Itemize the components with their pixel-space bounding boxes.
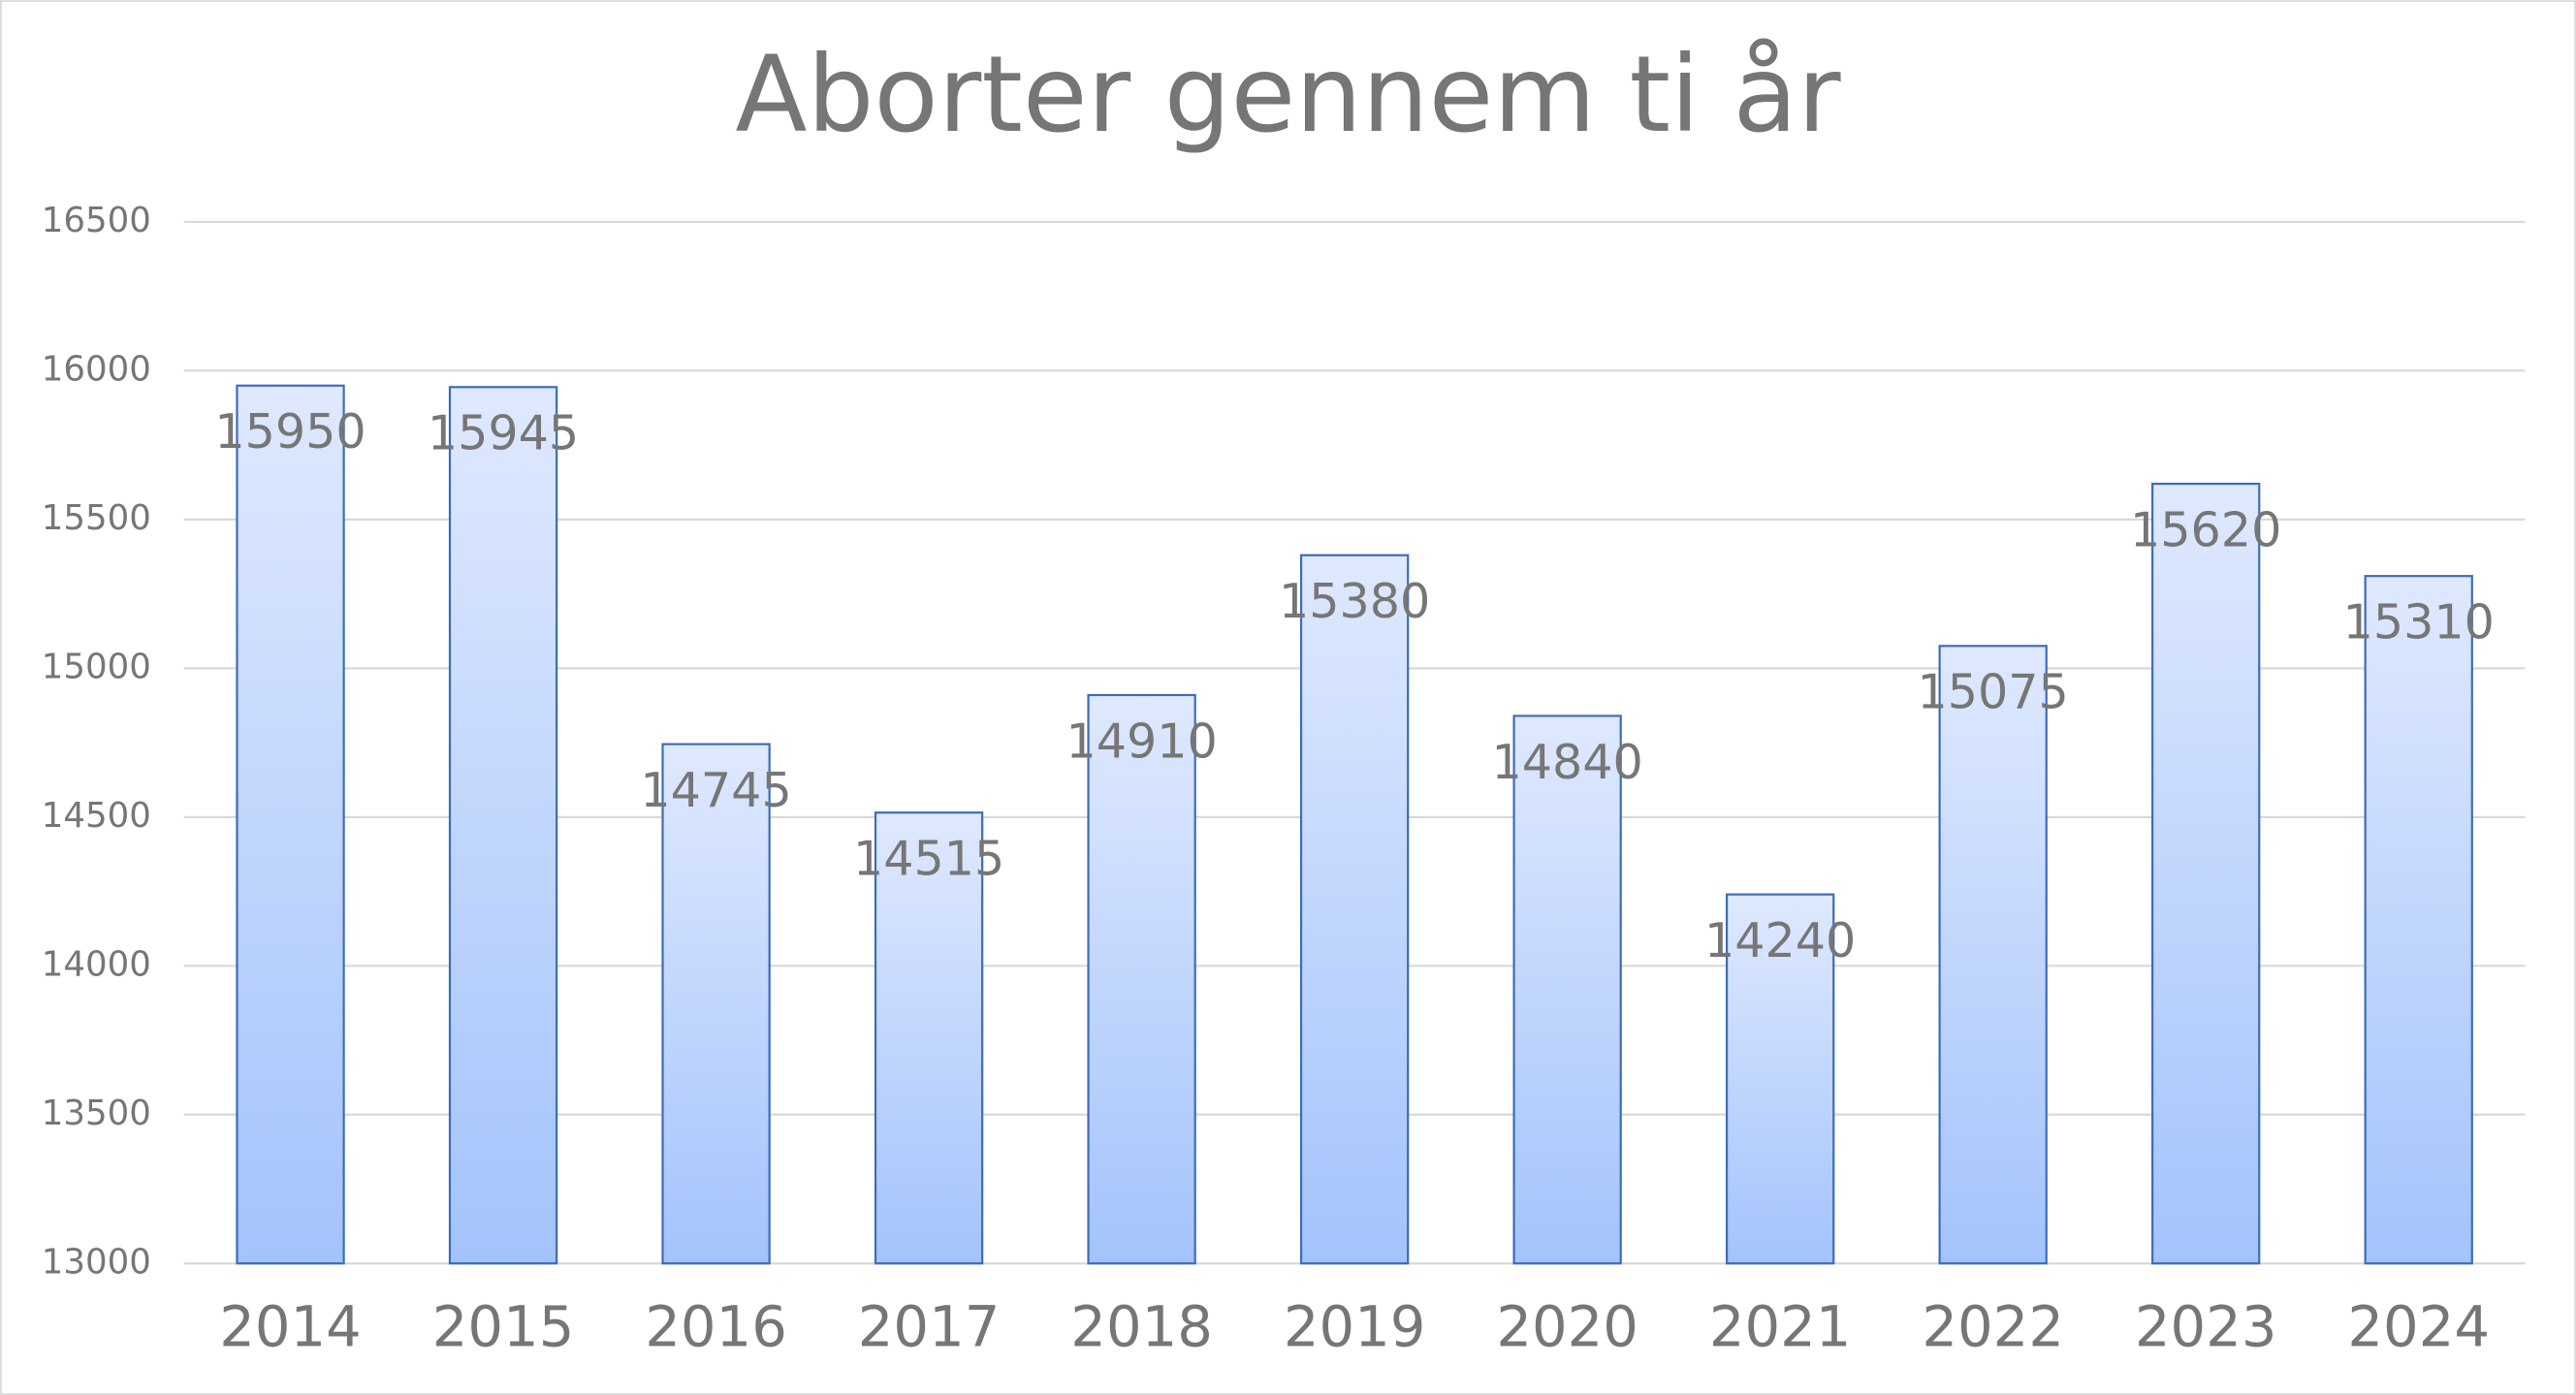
- x-tick-label: 2014: [219, 1294, 362, 1359]
- y-tick-label: 14500: [42, 796, 151, 836]
- x-tick-label: 2022: [1922, 1294, 2064, 1359]
- data-label: 15945: [428, 405, 579, 461]
- x-tick-label: 2017: [858, 1294, 1001, 1359]
- y-tick-label: 14000: [42, 944, 151, 984]
- data-label: 14840: [1492, 734, 1643, 790]
- x-tick-label: 2018: [1070, 1294, 1213, 1359]
- chart-title: Aborter gennem ti år: [735, 33, 1841, 156]
- bar: [2151, 482, 2261, 1265]
- y-tick-label: 15000: [42, 647, 151, 686]
- bar: [448, 386, 558, 1265]
- bar: [1299, 554, 1410, 1265]
- x-tick-label: 2024: [2347, 1294, 2490, 1359]
- bar: [1512, 714, 1622, 1265]
- x-tick-label: 2019: [1284, 1294, 1426, 1359]
- data-label: 15950: [214, 403, 366, 460]
- data-label: 14745: [640, 762, 791, 818]
- x-tick-label: 2021: [1709, 1294, 1852, 1359]
- y-tick-label: 15500: [42, 498, 151, 538]
- bar: [1087, 693, 1196, 1265]
- x-tick-label: 2016: [645, 1294, 787, 1359]
- x-tick-label: 2023: [2135, 1294, 2277, 1359]
- data-label: 14910: [1065, 713, 1217, 769]
- data-label: 14515: [853, 831, 1004, 887]
- data-label: 15310: [2343, 594, 2495, 650]
- data-label: 15075: [1918, 664, 2069, 720]
- data-label: 15380: [1279, 573, 1430, 629]
- bar: [2364, 575, 2473, 1265]
- x-tick-label: 2015: [432, 1294, 575, 1359]
- x-tick-label: 2020: [1496, 1294, 1638, 1359]
- data-label: 15620: [2130, 501, 2281, 557]
- y-tick-label: 16000: [42, 349, 151, 389]
- y-tick-label: 13500: [42, 1094, 151, 1133]
- bar: [236, 384, 345, 1265]
- bar: [661, 743, 771, 1265]
- bar: [1725, 893, 1835, 1265]
- y-tick-label: 16500: [42, 201, 151, 240]
- data-label: 14240: [1704, 912, 1856, 968]
- bar: [874, 811, 984, 1265]
- y-tick-label: 13000: [42, 1242, 151, 1282]
- bar: [1938, 645, 2048, 1265]
